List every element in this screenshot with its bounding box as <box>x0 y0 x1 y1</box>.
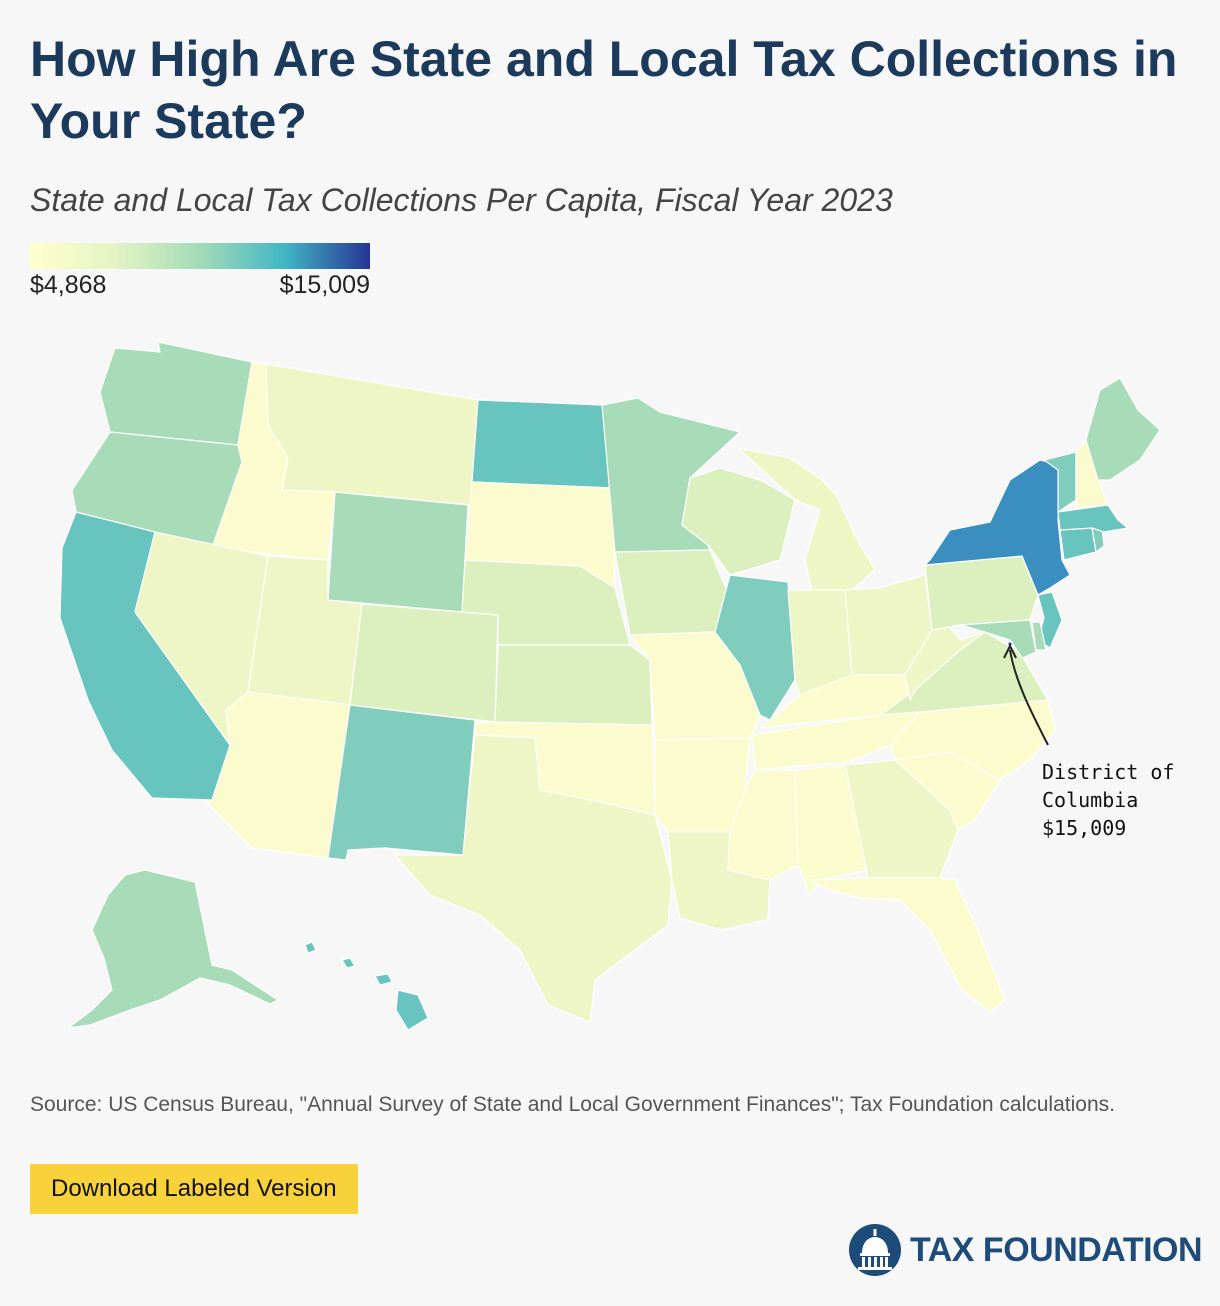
state-new-york[interactable] <box>924 459 1071 596</box>
state-north-dakota[interactable] <box>471 399 613 489</box>
brand-name: TAX FOUNDATION <box>910 1230 1203 1269</box>
state-maine[interactable] <box>1085 377 1161 481</box>
state-texas[interactable] <box>394 734 673 1023</box>
dc-callout-value: $15,009 <box>1042 816 1127 840</box>
state-pennsylvania[interactable] <box>924 555 1039 631</box>
dc-callout-arrow <box>1009 649 1049 746</box>
dc-callout: District of Columbia $15,009 <box>1042 758 1174 842</box>
state-massachusetts[interactable] <box>1057 504 1129 533</box>
state-vermont[interactable] <box>1043 451 1077 513</box>
state-new-hampshire[interactable] <box>1075 439 1109 509</box>
dc-callout-arrowhead <box>1003 643 1017 659</box>
capitol-dome-icon <box>849 1224 901 1276</box>
legend-max-label: $15,009 <box>279 271 370 299</box>
chart-subtitle: State and Local Tax Collections Per Capi… <box>30 182 893 218</box>
us-map-svg <box>59 341 1161 1031</box>
chart-title: How High Are State and Local Tax Collect… <box>30 31 1178 149</box>
state-connecticut[interactable] <box>1059 527 1097 561</box>
state-new-jersey[interactable] <box>1037 591 1063 649</box>
state-florida[interactable] <box>809 877 1006 1013</box>
legend-min-label: $4,868 <box>30 271 107 299</box>
state-washington[interactable] <box>99 341 253 446</box>
us-map: District of Columbia $15,009 <box>0 320 1220 1060</box>
state-wyoming[interactable] <box>327 491 469 613</box>
dc-callout-name: District of Columbia <box>1042 760 1175 812</box>
brand-logo-lockup[interactable]: TAX FOUNDATION <box>848 1222 1203 1278</box>
state-delaware[interactable] <box>1031 621 1047 651</box>
state-wisconsin[interactable] <box>681 467 796 576</box>
legend-gradient-bar <box>30 243 370 269</box>
state-montana[interactable] <box>265 363 479 506</box>
color-legend: $4,868 $15,009 <box>30 243 370 299</box>
state-maryland[interactable] <box>959 619 1037 659</box>
state-iowa[interactable] <box>614 549 731 636</box>
state-hawaii[interactable] <box>304 941 429 1031</box>
download-labeled-version-button[interactable]: Download Labeled Version <box>30 1164 358 1214</box>
state-colorado[interactable] <box>349 603 499 723</box>
state-michigan[interactable] <box>737 447 876 593</box>
source-note: Source: US Census Bureau, "Annual Survey… <box>30 1093 1115 1116</box>
state-new-mexico[interactable] <box>327 704 476 861</box>
state-alaska[interactable] <box>67 869 279 1029</box>
state-arizona[interactable] <box>205 691 351 859</box>
state-kansas[interactable] <box>494 644 653 726</box>
